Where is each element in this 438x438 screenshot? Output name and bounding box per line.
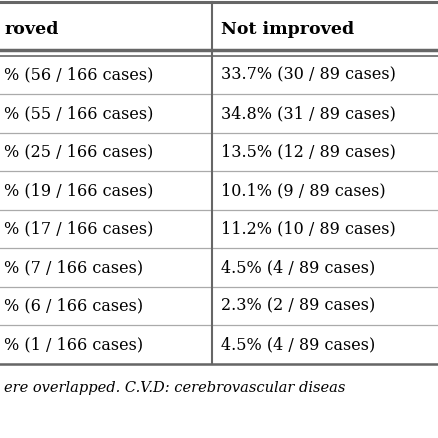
Text: 11.2% (10 / 89 cases): 11.2% (10 / 89 cases) — [221, 221, 396, 237]
Text: roved: roved — [4, 21, 59, 38]
Text: % (6 / 166 cases): % (6 / 166 cases) — [4, 298, 144, 314]
Text: % (7 / 166 cases): % (7 / 166 cases) — [4, 259, 144, 276]
Text: % (56 / 166 cases): % (56 / 166 cases) — [4, 67, 154, 83]
Text: % (19 / 166 cases): % (19 / 166 cases) — [4, 182, 154, 199]
Text: % (1 / 166 cases): % (1 / 166 cases) — [4, 336, 144, 353]
Text: 10.1% (9 / 89 cases): 10.1% (9 / 89 cases) — [221, 182, 386, 199]
Text: 34.8% (31 / 89 cases): 34.8% (31 / 89 cases) — [221, 105, 396, 122]
Text: 2.3% (2 / 89 cases): 2.3% (2 / 89 cases) — [221, 298, 375, 314]
Text: 33.7% (30 / 89 cases): 33.7% (30 / 89 cases) — [221, 67, 396, 83]
Text: 13.5% (12 / 89 cases): 13.5% (12 / 89 cases) — [221, 144, 396, 160]
Text: 4.5% (4 / 89 cases): 4.5% (4 / 89 cases) — [221, 336, 375, 353]
Text: % (55 / 166 cases): % (55 / 166 cases) — [4, 105, 154, 122]
Text: ere overlapped. C.V.D: cerebrovascular diseas: ere overlapped. C.V.D: cerebrovascular d… — [4, 381, 346, 395]
Text: % (17 / 166 cases): % (17 / 166 cases) — [4, 221, 154, 237]
Text: Not improved: Not improved — [221, 21, 354, 38]
Text: % (25 / 166 cases): % (25 / 166 cases) — [4, 144, 154, 160]
Text: 4.5% (4 / 89 cases): 4.5% (4 / 89 cases) — [221, 259, 375, 276]
